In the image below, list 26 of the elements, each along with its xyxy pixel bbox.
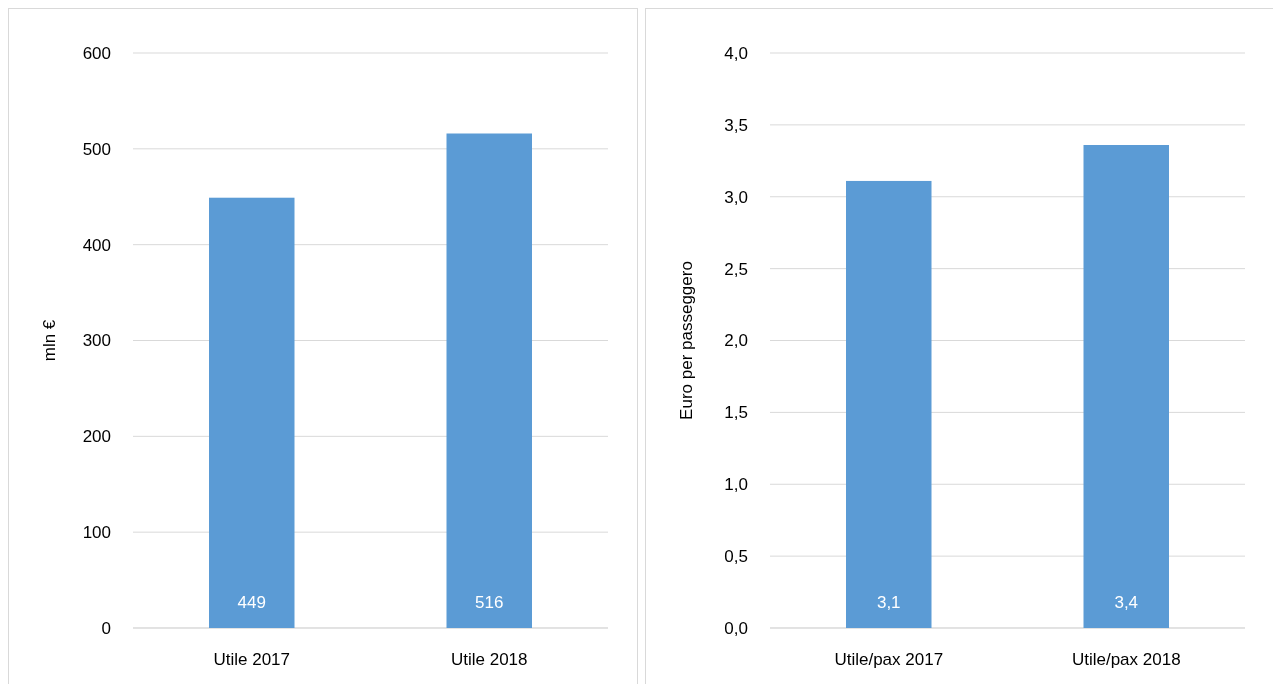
y-tick-label: 2,5 [724, 259, 748, 279]
data-label: 3,4 [1114, 593, 1139, 612]
y-tick-label: 500 [82, 139, 111, 159]
y-tick-label: 2,0 [724, 331, 748, 351]
x-tick-label: Utile/pax 2017 [834, 650, 944, 669]
data-label: 3,1 [876, 593, 901, 612]
x-tick-label: Utile 2017 [213, 650, 291, 669]
y-tick-label: 400 [82, 235, 111, 255]
data-label: 449 [237, 593, 266, 612]
y-tick-label: 0,5 [724, 547, 748, 567]
x-tick-label: Utile 2018 [450, 650, 528, 669]
data-label: 516 [475, 593, 504, 612]
y-tick-label: 300 [82, 331, 111, 351]
y-tick-label: 100 [82, 523, 111, 543]
y-tick-label: 3,0 [724, 187, 748, 207]
y-tick-label: 4,0 [724, 43, 748, 63]
y-axis-title: mln € [40, 319, 59, 362]
y-tick-label: 3,5 [724, 115, 748, 135]
y-axis-title: Euro per passeggero [677, 261, 696, 420]
y-tick-label: 200 [82, 427, 111, 447]
y-tick-label: 600 [82, 43, 111, 63]
x-tick-label: Utile/pax 2018 [1071, 650, 1181, 669]
y-tick-label: 1,5 [724, 403, 748, 423]
y-tick-label: 1,0 [724, 475, 748, 495]
y-tick-label: 0 [101, 618, 111, 638]
y-tick-label: 0,0 [724, 618, 748, 638]
